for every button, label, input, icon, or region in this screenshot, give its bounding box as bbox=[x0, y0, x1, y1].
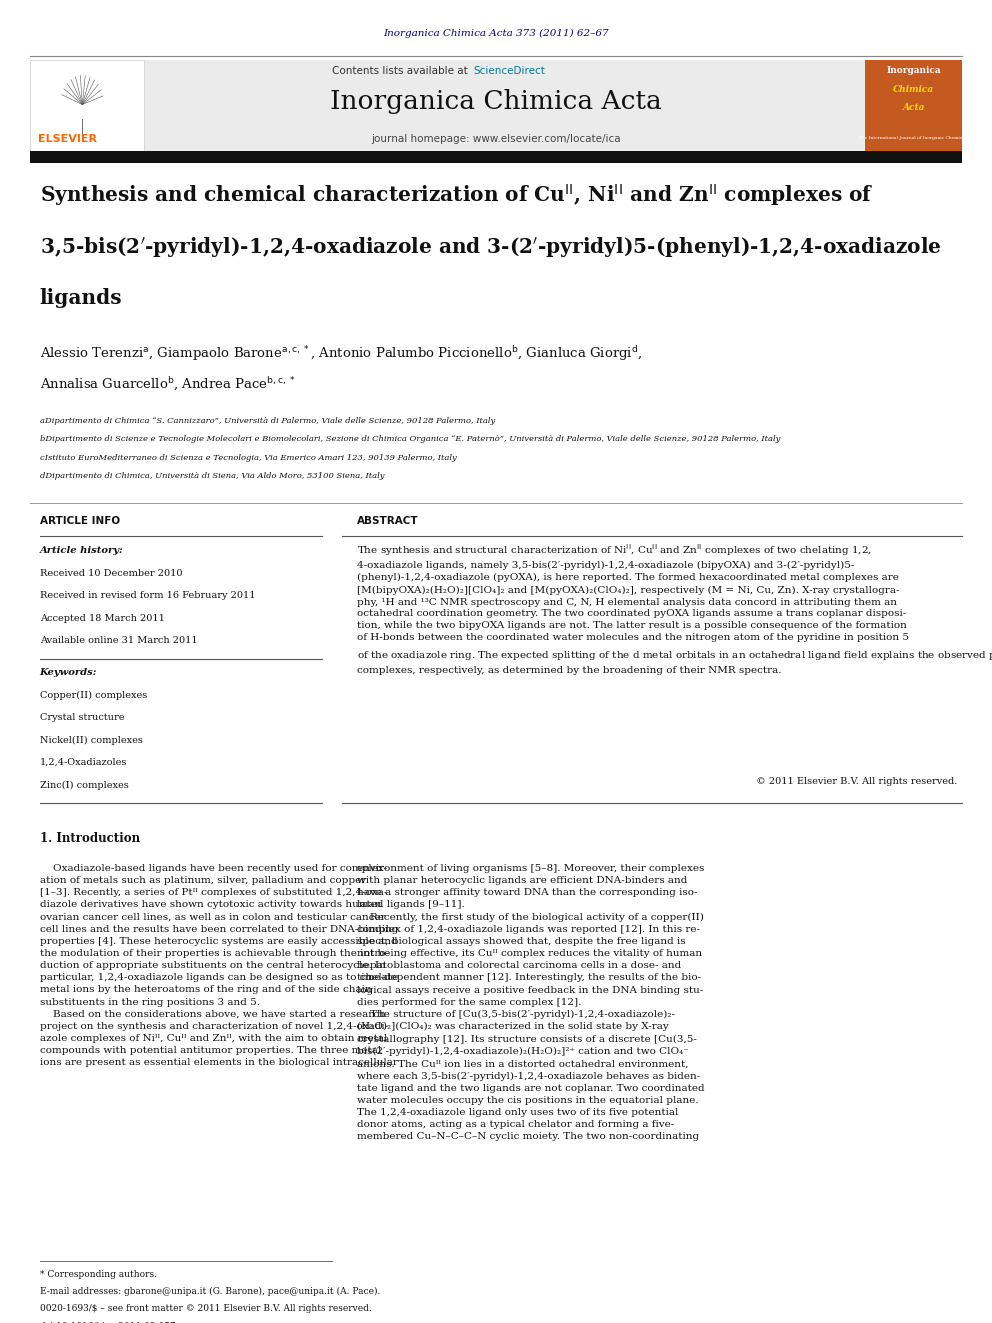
Text: Crystal structure: Crystal structure bbox=[40, 713, 124, 722]
Text: ABSTRACT: ABSTRACT bbox=[357, 516, 419, 527]
Text: Received in revised form 16 February 2011: Received in revised form 16 February 201… bbox=[40, 591, 255, 601]
Text: Available online 31 March 2011: Available online 31 March 2011 bbox=[40, 636, 197, 646]
Text: doi:10.1016/j.ica.2011.03.057: doi:10.1016/j.ica.2011.03.057 bbox=[40, 1322, 177, 1323]
FancyBboxPatch shape bbox=[30, 60, 962, 152]
Text: Inorganica: Inorganica bbox=[886, 66, 941, 75]
Text: dDipartimento di Chimica, Università di Siena, Via Aldo Moro, 53100 Siena, Italy: dDipartimento di Chimica, Università di … bbox=[40, 472, 384, 480]
Text: Inorganica Chimica Acta 373 (2011) 62–67: Inorganica Chimica Acta 373 (2011) 62–67 bbox=[383, 29, 609, 38]
Text: 3,5-bis(2$'$-pyridyl)-1,2,4-oxadiazole and 3-(2$'$-pyridyl)5-(phenyl)-1,2,4-oxad: 3,5-bis(2$'$-pyridyl)-1,2,4-oxadiazole a… bbox=[40, 235, 941, 259]
Text: Contents lists available at: Contents lists available at bbox=[332, 66, 471, 77]
Text: © 2011 Elsevier B.V. All rights reserved.: © 2011 Elsevier B.V. All rights reserved… bbox=[756, 777, 957, 786]
Text: Inorganica Chimica Acta: Inorganica Chimica Acta bbox=[330, 89, 662, 114]
FancyBboxPatch shape bbox=[865, 60, 962, 152]
Text: Keywords:: Keywords: bbox=[40, 668, 97, 677]
Text: Acta: Acta bbox=[903, 103, 925, 112]
Text: Alessio Terenzi$^{\mathrm{a}}$, Giampaolo Barone$^{\mathrm{a,c,*}}$, Antonio Pal: Alessio Terenzi$^{\mathrm{a}}$, Giampaol… bbox=[40, 344, 642, 363]
Text: environment of living organisms [5–8]. Moreover, their complexes
with planar het: environment of living organisms [5–8]. M… bbox=[357, 864, 704, 1142]
Text: The synthesis and structural characterization of Ni$^{\mathrm{II}}$, Cu$^{\mathr: The synthesis and structural characteriz… bbox=[357, 542, 992, 675]
Text: Annalisa Guarcello$^{\mathrm{b}}$, Andrea Pace$^{\mathrm{b,c,*}}$: Annalisa Guarcello$^{\mathrm{b}}$, Andre… bbox=[40, 376, 296, 393]
Text: Article history:: Article history: bbox=[40, 546, 123, 556]
Text: Chimica: Chimica bbox=[893, 85, 934, 94]
Text: ARTICLE INFO: ARTICLE INFO bbox=[40, 516, 120, 527]
Text: Copper(II) complexes: Copper(II) complexes bbox=[40, 691, 147, 700]
Text: aDipartimento di Chimica “S. Cannizzaro”, Università di Palermo, Viale delle Sci: aDipartimento di Chimica “S. Cannizzaro”… bbox=[40, 417, 495, 425]
Text: 0020-1693/$ – see front matter © 2011 Elsevier B.V. All rights reserved.: 0020-1693/$ – see front matter © 2011 El… bbox=[40, 1304, 371, 1314]
Text: 1. Introduction: 1. Introduction bbox=[40, 832, 140, 845]
Text: The International Journal of Inorganic Chemistry: The International Journal of Inorganic C… bbox=[859, 136, 968, 140]
Text: ScienceDirect: ScienceDirect bbox=[473, 66, 545, 77]
FancyBboxPatch shape bbox=[30, 151, 962, 163]
Text: Accepted 18 March 2011: Accepted 18 March 2011 bbox=[40, 614, 165, 623]
Text: Synthesis and chemical characterization of Cu$^{\mathrm{II}}$, Ni$^{\mathrm{II}}: Synthesis and chemical characterization … bbox=[40, 183, 873, 209]
Text: 1,2,4-Oxadiazoles: 1,2,4-Oxadiazoles bbox=[40, 758, 127, 767]
Text: journal homepage: www.elsevier.com/locate/ica: journal homepage: www.elsevier.com/locat… bbox=[371, 134, 621, 144]
Text: * Corresponding authors.: * Corresponding authors. bbox=[40, 1270, 157, 1279]
Text: Nickel(II) complexes: Nickel(II) complexes bbox=[40, 736, 143, 745]
Text: bDipartimento di Scienze e Tecnologie Molecolari e Biomolecolari, Sezione di Chi: bDipartimento di Scienze e Tecnologie Mo… bbox=[40, 435, 780, 443]
Text: ELSEVIER: ELSEVIER bbox=[38, 134, 96, 144]
Text: Oxadiazole-based ligands have been recently used for complex-
ation of metals su: Oxadiazole-based ligands have been recen… bbox=[40, 864, 398, 1068]
Text: ligands: ligands bbox=[40, 288, 122, 308]
Text: Received 10 December 2010: Received 10 December 2010 bbox=[40, 569, 183, 578]
Text: Zinc(I) complexes: Zinc(I) complexes bbox=[40, 781, 128, 790]
Text: cIstituto EuroMediterraneo di Scienza e Tecnologia, Via Emerico Amari 123, 90139: cIstituto EuroMediterraneo di Scienza e … bbox=[40, 454, 456, 462]
Text: E-mail addresses: gbarone@unipa.it (G. Barone), pace@unipa.it (A. Pace).: E-mail addresses: gbarone@unipa.it (G. B… bbox=[40, 1287, 380, 1297]
FancyBboxPatch shape bbox=[30, 60, 144, 152]
